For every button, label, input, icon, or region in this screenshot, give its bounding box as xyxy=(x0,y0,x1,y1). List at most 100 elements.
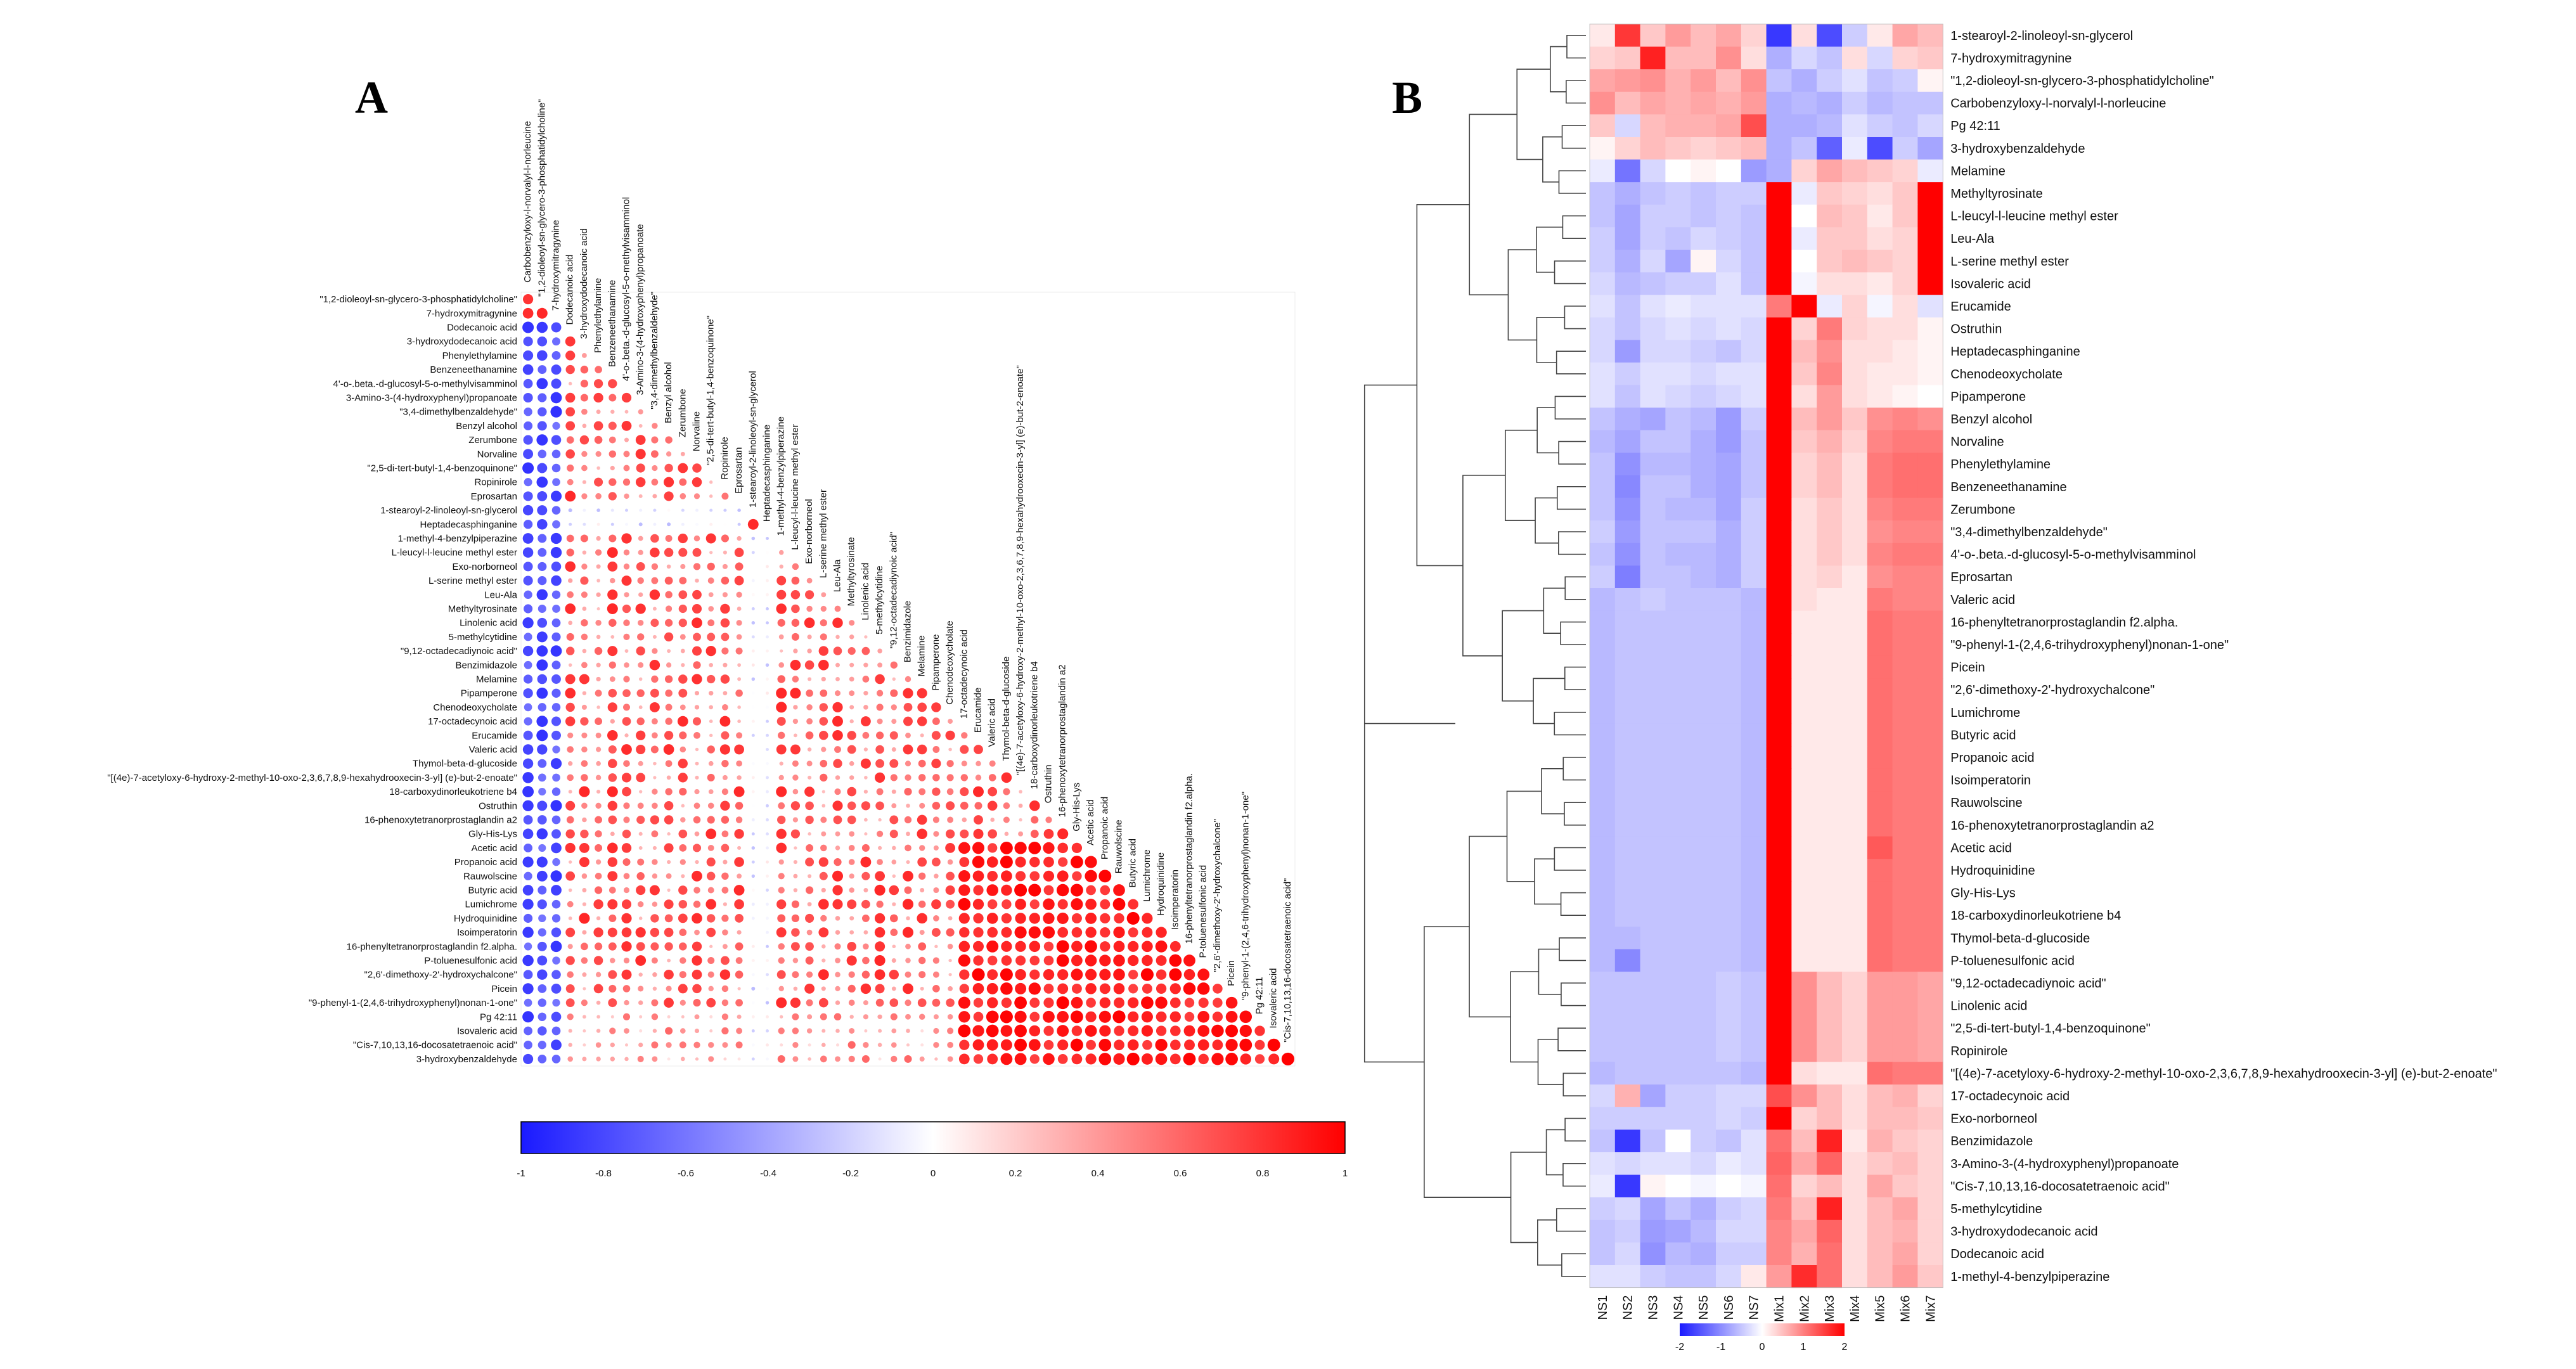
corr-circle xyxy=(751,973,755,977)
corr-circle xyxy=(678,759,688,769)
heat-cell xyxy=(1791,768,1817,792)
corr-circle xyxy=(693,731,700,739)
heat-cell xyxy=(1590,814,1616,837)
corr-circle xyxy=(806,704,813,710)
heat-cell xyxy=(1817,475,1843,499)
corr-circle xyxy=(636,773,646,783)
corr-circle xyxy=(819,731,828,740)
heat-cell xyxy=(1917,250,1943,273)
dendrogram-branch xyxy=(1562,1163,1586,1187)
heat-col-label: Mix6 xyxy=(1899,1295,1913,1322)
corr-circle xyxy=(609,534,617,543)
corr-circle xyxy=(959,857,970,868)
corr-circle xyxy=(638,761,643,766)
corr-circle xyxy=(607,800,618,811)
corr-circle xyxy=(623,957,630,964)
corr-circle xyxy=(581,774,588,781)
corr-circle xyxy=(806,689,813,697)
heat-cell xyxy=(1917,475,1943,499)
heat-cell xyxy=(1892,520,1918,544)
heat-cell xyxy=(1590,1265,1616,1289)
corr-circle xyxy=(1128,954,1139,967)
heat-cell xyxy=(1817,723,1843,747)
heat-cell xyxy=(1716,295,1742,318)
corr-circle xyxy=(692,913,702,924)
heat-cell xyxy=(1640,24,1666,48)
heat-cell xyxy=(1640,565,1666,589)
heat-cell xyxy=(1917,272,1943,295)
corr-circle xyxy=(905,943,911,949)
corr-circle xyxy=(751,944,755,948)
corr-circle xyxy=(522,462,534,474)
corr-circle xyxy=(1070,856,1083,869)
heat-cell xyxy=(1665,565,1691,589)
heat-cell xyxy=(1614,363,1641,386)
corr-col-label: Dodecanoic acid xyxy=(565,255,576,325)
corr-circle xyxy=(595,690,602,697)
heat-cell xyxy=(1640,1174,1666,1198)
heat-cell xyxy=(1892,678,1918,702)
corr-circle xyxy=(524,478,532,487)
corr-circle xyxy=(1029,800,1040,811)
corr-circle xyxy=(622,858,631,866)
heat-cell xyxy=(1892,272,1918,295)
corr-circle xyxy=(808,677,812,681)
corr-circle xyxy=(638,494,643,498)
corr-circle xyxy=(917,716,927,726)
heat-cell xyxy=(1690,408,1716,431)
corr-circle xyxy=(820,689,828,697)
corr-circle xyxy=(903,703,913,712)
heat-cell xyxy=(1917,137,1943,160)
corr-circle xyxy=(835,958,840,963)
heat-cell xyxy=(1716,159,1742,183)
corr-circle xyxy=(1071,996,1083,1009)
corr-circle xyxy=(623,465,630,472)
corr-circle xyxy=(595,972,602,977)
corr-circle xyxy=(565,336,576,347)
corr-circle xyxy=(1003,816,1010,823)
corr-circle xyxy=(821,831,827,837)
corr-circle xyxy=(836,1043,839,1047)
corr-circle xyxy=(666,986,672,992)
corr-circle xyxy=(693,563,701,570)
corr-circle xyxy=(777,815,786,825)
corr-circle xyxy=(958,913,970,924)
heat-cell xyxy=(1817,746,1843,769)
corr-circle xyxy=(903,688,913,698)
heat-cell xyxy=(1892,114,1918,138)
corr-circle xyxy=(721,1027,729,1035)
corr-circle xyxy=(1183,1053,1196,1065)
corr-circle xyxy=(931,928,941,937)
corr-circle xyxy=(1001,998,1012,1008)
corr-circle xyxy=(920,1029,924,1032)
corr-circle xyxy=(751,733,755,737)
heat-cell xyxy=(1640,363,1666,386)
corr-circle xyxy=(778,859,784,865)
corr-circle xyxy=(1169,983,1181,994)
corr-circle xyxy=(821,747,827,752)
dendrogram-branch xyxy=(1550,46,1567,93)
heat-cell xyxy=(1817,904,1843,927)
corr-circle xyxy=(536,856,548,868)
heat-cell xyxy=(1867,791,1893,814)
heat-cell xyxy=(1640,701,1666,724)
corr-circle xyxy=(624,437,629,442)
corr-circle xyxy=(918,942,927,951)
corr-circle xyxy=(987,969,998,980)
corr-circle xyxy=(973,786,984,797)
corr-circle xyxy=(538,575,547,586)
corr-circle xyxy=(849,1028,855,1034)
heat-cell xyxy=(1741,114,1767,138)
heat-cell xyxy=(1640,1084,1666,1108)
corr-circle xyxy=(875,998,884,1007)
corr-circle xyxy=(667,1057,671,1061)
heat-cell xyxy=(1665,1017,1691,1040)
corr-circle xyxy=(1029,913,1040,924)
corr-circle xyxy=(735,689,743,697)
heat-cell xyxy=(1917,1062,1943,1085)
corr-circle xyxy=(807,634,812,640)
corr-circle xyxy=(651,436,659,444)
heat-cell xyxy=(1665,363,1691,386)
corr-circle xyxy=(709,1015,713,1019)
corr-col-label: Chenodeoxycholate xyxy=(944,620,955,705)
